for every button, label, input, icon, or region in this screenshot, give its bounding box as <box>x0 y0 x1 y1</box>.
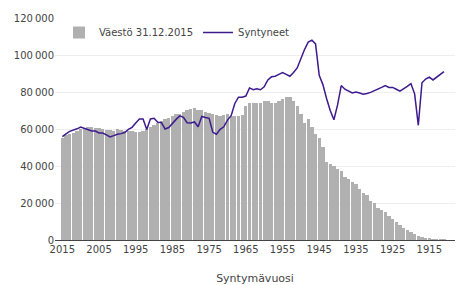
svg-text:0: 0 <box>48 235 54 246</box>
svg-text:40 000: 40 000 <box>20 161 54 172</box>
svg-text:1925: 1925 <box>380 244 405 255</box>
svg-text:2005: 2005 <box>86 244 111 255</box>
svg-text:Väestö 31.12.2015: Väestö 31.12.2015 <box>99 27 193 38</box>
svg-text:Syntymävuosi: Syntymävuosi <box>216 272 294 285</box>
svg-text:1915: 1915 <box>417 244 442 255</box>
svg-text:1945: 1945 <box>306 244 331 255</box>
svg-text:80 000: 80 000 <box>20 87 54 98</box>
svg-text:1965: 1965 <box>233 244 258 255</box>
svg-text:120 000: 120 000 <box>14 13 54 24</box>
svg-text:2015: 2015 <box>50 244 75 255</box>
svg-text:1985: 1985 <box>160 244 185 255</box>
svg-text:100 000: 100 000 <box>14 50 54 61</box>
svg-text:1935: 1935 <box>343 244 368 255</box>
svg-text:20 000: 20 000 <box>20 198 54 209</box>
svg-text:1995: 1995 <box>123 244 148 255</box>
svg-text:60 000: 60 000 <box>20 124 54 135</box>
svg-text:Syntyneet: Syntyneet <box>238 27 289 38</box>
svg-text:1955: 1955 <box>270 244 295 255</box>
svg-text:1975: 1975 <box>196 244 221 255</box>
